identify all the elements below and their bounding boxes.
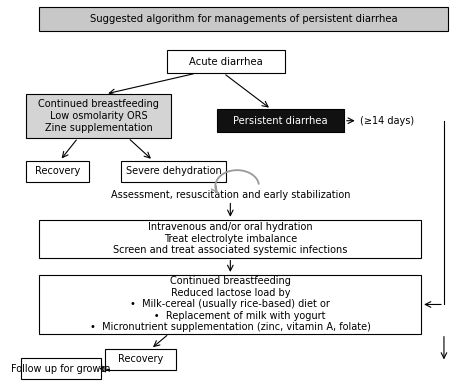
FancyBboxPatch shape	[39, 275, 421, 334]
FancyBboxPatch shape	[167, 50, 285, 73]
FancyBboxPatch shape	[105, 349, 176, 370]
Text: Recovery: Recovery	[118, 354, 163, 364]
FancyBboxPatch shape	[26, 94, 171, 138]
FancyBboxPatch shape	[21, 359, 101, 379]
Text: Intravenous and/or oral hydration
Treat electrolyte imbalance
Screen and treat a: Intravenous and/or oral hydration Treat …	[113, 222, 347, 255]
Text: (≥14 days): (≥14 days)	[360, 116, 414, 126]
Text: Assessment, resuscitation and early stabilization: Assessment, resuscitation and early stab…	[110, 190, 350, 200]
Text: Continued breastfeeding
Reduced lactose load by
•  Milk-cereal (usually rice-bas: Continued breastfeeding Reduced lactose …	[90, 276, 371, 332]
FancyBboxPatch shape	[39, 7, 448, 31]
Text: Acute diarrhea: Acute diarrhea	[189, 57, 263, 67]
Text: Persistent diarrhea: Persistent diarrhea	[233, 116, 328, 126]
Text: Follow up for growth: Follow up for growth	[11, 364, 111, 374]
Text: Severe dehydration: Severe dehydration	[126, 166, 221, 176]
FancyBboxPatch shape	[121, 161, 226, 181]
Text: Suggested algorithm for managements of persistent diarrhea: Suggested algorithm for managements of p…	[90, 14, 398, 24]
FancyBboxPatch shape	[39, 220, 421, 258]
Text: Recovery: Recovery	[35, 166, 80, 176]
FancyBboxPatch shape	[217, 109, 344, 132]
FancyBboxPatch shape	[26, 161, 90, 181]
Text: Continued breastfeeding
Low osmolarity ORS
Zine supplementation: Continued breastfeeding Low osmolarity O…	[38, 99, 159, 132]
